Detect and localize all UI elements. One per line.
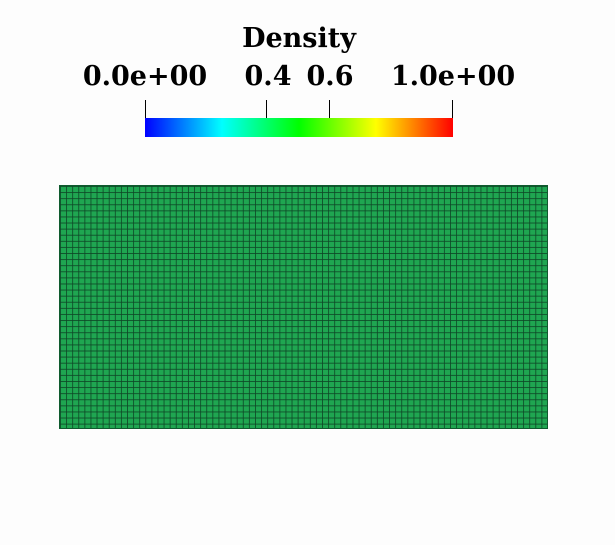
tick-mark-0-6 — [329, 100, 330, 118]
colorbar-gradient — [145, 118, 453, 137]
tick-label-0-4: 0.4 — [244, 61, 292, 92]
legend-title: Density — [242, 23, 356, 54]
tick-mark-0-4 — [266, 100, 267, 118]
tick-label-0-6: 0.6 — [306, 61, 354, 92]
tick-label-max: 1.0e+00 — [390, 61, 516, 92]
tick-label-min: 0.0e+00 — [82, 61, 208, 92]
tick-mark-min — [145, 100, 146, 118]
density-mesh-grid — [59, 185, 548, 429]
tick-mark-max — [452, 100, 453, 118]
